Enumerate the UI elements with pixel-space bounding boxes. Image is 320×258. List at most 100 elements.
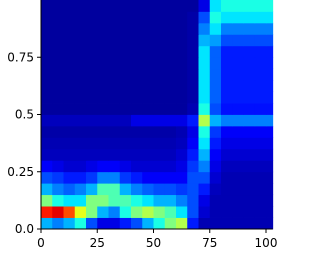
- heat-cell: [74, 114, 87, 127]
- heat-cell: [52, 125, 64, 138]
- heat-cell: [142, 183, 154, 196]
- heat-cell: [41, 45, 53, 58]
- heat-cell: [254, 22, 267, 35]
- heat-cell: [108, 148, 121, 161]
- heat-cell: [176, 57, 188, 70]
- heat-cell: [187, 171, 199, 184]
- heat-cell: [176, 45, 188, 58]
- heat-cell: [74, 194, 87, 207]
- heat-cell: [86, 34, 98, 47]
- heat-cell: [266, 171, 274, 184]
- heat-cell: [142, 160, 154, 173]
- heat-cell: [131, 114, 143, 127]
- heat-cell: [97, 22, 109, 35]
- heat-cell: [97, 160, 109, 173]
- heat-cell: [119, 34, 132, 47]
- heat-cell: [232, 125, 244, 138]
- heat-cell: [52, 137, 64, 150]
- heat-cell: [142, 137, 154, 150]
- heat-cell: [52, 217, 64, 230]
- heat-cell: [74, 22, 87, 35]
- heat-cell: [52, 103, 64, 115]
- heat-cell: [74, 137, 87, 150]
- heat-cell: [86, 183, 98, 196]
- heat-cell: [232, 34, 244, 47]
- heat-cell: [198, 80, 211, 92]
- heat-cell: [221, 160, 233, 173]
- heat-cell: [198, 125, 211, 138]
- heat-cell: [243, 0, 256, 12]
- heat-cell: [153, 0, 166, 12]
- y-tick-label: 0.25: [7, 165, 34, 179]
- heat-cell: [266, 80, 274, 92]
- heat-cell: [52, 45, 64, 58]
- heat-cell: [164, 206, 177, 218]
- heat-cell: [254, 114, 267, 127]
- heat-cell: [153, 91, 166, 104]
- heat-cell: [232, 68, 244, 81]
- heat-cell: [74, 217, 87, 230]
- heat-cell: [63, 148, 76, 161]
- heat-cell: [119, 91, 132, 104]
- heat-cell: [254, 206, 267, 218]
- heat-cell: [86, 57, 98, 70]
- heat-cell: [86, 22, 98, 35]
- heat-cell: [254, 194, 267, 207]
- heat-cell: [41, 80, 53, 92]
- heat-cell: [209, 194, 222, 207]
- heat-cell: [52, 80, 64, 92]
- heat-cell: [187, 114, 199, 127]
- heat-cell: [52, 183, 64, 196]
- heat-cell: [41, 114, 53, 127]
- heat-cell: [232, 91, 244, 104]
- heat-cell: [131, 160, 143, 173]
- heat-cell: [41, 206, 53, 218]
- heat-cell: [243, 217, 256, 230]
- heat-cell: [254, 11, 267, 24]
- heat-cell: [97, 0, 109, 12]
- heat-cell: [153, 194, 166, 207]
- heat-cell: [41, 137, 53, 150]
- heat-cell: [243, 137, 256, 150]
- heat-cell: [119, 194, 132, 207]
- heat-cell: [131, 125, 143, 138]
- heat-cell: [198, 45, 211, 58]
- heat-cell: [221, 148, 233, 161]
- heat-cell: [97, 57, 109, 70]
- heat-cell: [176, 183, 188, 196]
- heat-cell: [86, 103, 98, 115]
- heat-cell: [198, 183, 211, 196]
- heat-cell: [97, 137, 109, 150]
- heat-cell: [119, 137, 132, 150]
- heat-cell: [221, 34, 233, 47]
- heat-cell: [119, 148, 132, 161]
- x-tick-label: 25: [90, 236, 105, 250]
- heat-cell: [153, 11, 166, 24]
- heat-cell: [97, 34, 109, 47]
- heat-cell: [63, 68, 76, 81]
- heat-cell: [209, 160, 222, 173]
- heat-cell: [232, 103, 244, 115]
- heat-cell: [86, 137, 98, 150]
- heat-cell: [119, 80, 132, 92]
- heat-cell: [254, 57, 267, 70]
- heat-cell: [254, 183, 267, 196]
- heat-cell: [164, 11, 177, 24]
- heat-cell: [108, 217, 121, 230]
- heat-cell: [63, 45, 76, 58]
- heat-cell: [266, 57, 274, 70]
- heat-cell: [232, 0, 244, 12]
- heat-cell: [41, 103, 53, 115]
- heat-cell: [131, 57, 143, 70]
- heat-cell: [153, 217, 166, 230]
- heat-cell: [52, 0, 64, 12]
- heat-cell: [176, 91, 188, 104]
- heat-cell: [108, 114, 121, 127]
- heat-cell: [74, 103, 87, 115]
- heat-cell: [187, 22, 199, 35]
- heat-cell: [232, 217, 244, 230]
- heat-cell: [266, 148, 274, 161]
- heat-cell: [164, 148, 177, 161]
- heat-cell: [221, 45, 233, 58]
- heat-cell: [164, 0, 177, 12]
